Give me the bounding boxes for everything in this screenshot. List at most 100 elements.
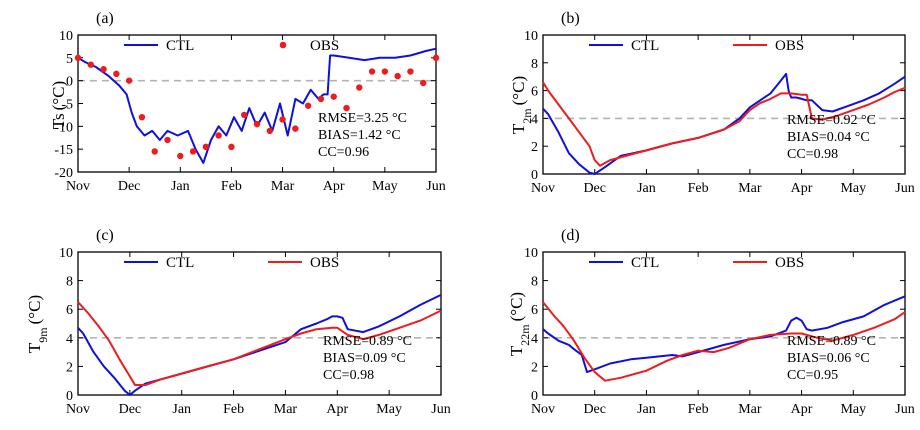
legend-obs-label: OBS [775,255,804,271]
y-tick-label: -20 [54,166,73,181]
x-tick-label: Jan [171,179,190,194]
plot-frame [77,251,442,396]
x-tick-label: May [376,402,402,417]
y-tick-label: 0 [66,75,73,90]
x-tick-label: Nov [531,181,555,196]
x-tick-label: Jan [172,402,191,417]
x-tick-label: Dec [583,181,606,196]
plot-frame [542,251,906,396]
y-tick-label: 10 [59,29,73,44]
obs-point [330,93,337,100]
obs-point [407,68,414,75]
x-tick-label: Apr [791,402,813,417]
obs-point [100,66,107,73]
x-tick-label: Jun [431,402,450,417]
y-axis-label: T22m(°C) [507,292,532,356]
x-tick-label: Dec [118,179,141,194]
y-tick-label: 2 [66,360,73,375]
panel-label: (d) [561,227,580,244]
y-tick-label: -15 [54,143,73,158]
stat-rmse: RMSE=0.89 °C [787,334,876,349]
x-tick-label: May [840,402,866,417]
series-line-ctl [542,295,906,374]
y-tick-label: 0 [531,168,538,183]
stat-bias: BIAS=0.04 °C [787,130,870,145]
legend-ctl-label: CTL [631,38,659,54]
obs-point [138,114,146,121]
y-tick-label: 0 [531,389,538,404]
x-tick-label: Jun [426,179,445,194]
x-tick-label: Mar [738,402,762,417]
x-tick-label: May [840,181,866,196]
y-tick-label: 10 [524,246,538,261]
obs-point [368,68,376,75]
x-tick-label: Apr [323,179,345,194]
x-tick-label: Feb [223,402,244,417]
x-tick-label: Dec [583,402,606,417]
obs-point [177,152,184,160]
series-line-ctl [77,47,437,164]
x-tick-label: Nov [66,179,90,194]
x-tick-label: Apr [326,402,348,417]
obs-point [215,132,222,139]
obs-point [304,102,312,109]
obs-point [113,70,120,78]
obs-point [266,127,273,135]
x-tick-label: Jan [637,402,656,417]
obs-point [202,143,210,151]
y-tick-label: 8 [531,275,538,290]
obs-point [241,111,248,119]
obs-point [74,54,82,62]
obs-point [253,120,261,128]
series-line-obs [542,301,906,382]
x-tick-label: Mar [271,179,295,194]
stat-rmse: RMSE=3.25 °C [318,111,407,126]
y-tick-label: 10 [524,29,538,44]
y-tick-label: -10 [54,120,73,135]
legend-obs-label: OBS [310,38,339,54]
x-tick-label: Nov [531,402,555,417]
y-tick-label: 4 [531,332,538,347]
obs-point [381,68,389,75]
obs-point [356,84,363,91]
stat-rmse: RMSE=0.92 °C [787,113,876,128]
series-line-obs [542,81,906,167]
obs-point [394,72,401,80]
y-tick-label: 8 [531,57,538,72]
y-axis-label: T2m(°C) [509,76,534,134]
obs-point [420,79,427,87]
plot-frame [77,34,437,173]
y-tick-label: 5 [66,52,73,67]
obs-point [189,148,197,155]
obs-point [228,143,235,151]
y-tick-label: 4 [66,332,73,347]
x-tick-label: Jun [895,181,914,196]
obs-point [125,77,133,84]
obs-point [164,136,171,144]
obs-point [292,125,299,132]
panel-label: (a) [96,10,114,27]
x-tick-label: Feb [688,181,709,196]
legend-ctl-label: CTL [631,255,659,271]
series-line-ctl [542,72,906,175]
x-tick-label: May [372,179,398,194]
legend-obs-label: OBS [775,38,804,54]
obs-point [343,104,350,112]
y-tick-label: 6 [531,85,538,100]
x-tick-label: Dec [119,402,142,417]
x-tick-label: Mar [738,181,762,196]
y-tick-label: 4 [531,112,538,127]
series-line-ctl [77,293,442,396]
legend-ctl-label: CTL [166,255,194,271]
obs-point [151,148,158,155]
y-tick-label: -5 [61,98,73,113]
obs-point [87,61,94,68]
panel-label: (c) [96,227,114,244]
stat-cc: CC=0.95 [787,368,838,383]
y-tick-label: 6 [66,303,73,318]
x-tick-label: Nov [66,402,90,417]
y-tick-label: 2 [531,360,538,375]
